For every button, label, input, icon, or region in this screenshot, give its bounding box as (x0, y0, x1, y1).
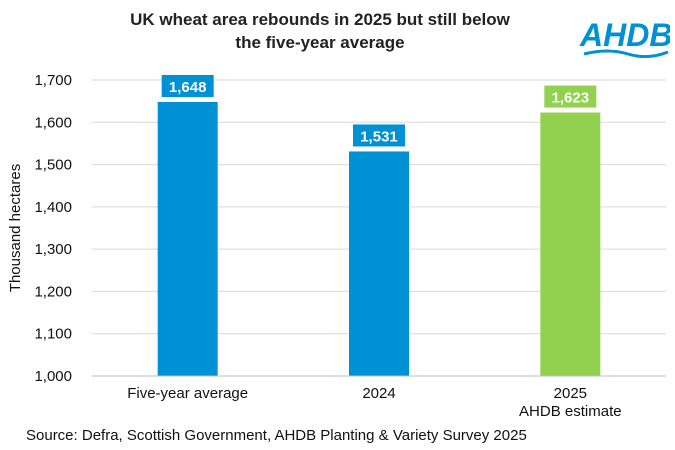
y-tick-label: 1,200 (34, 283, 72, 300)
data-label-text: 1,531 (360, 128, 398, 145)
bar (157, 101, 218, 376)
y-tick-label: 1,700 (34, 72, 72, 89)
y-tick-label: 1,300 (34, 241, 72, 258)
source-note: Source: Defra, Scottish Government, AHDB… (26, 427, 527, 444)
y-tick-label: 1,600 (34, 114, 72, 131)
bars (157, 101, 601, 376)
y-axis-ticks: 1,000 1,100 1,200 1,300 1,400 1,500 1,600 1,700 (34, 72, 72, 385)
chart-title-line-1: UK wheat area rebounds in 2025 but still… (130, 10, 510, 29)
y-tick-label: 1,500 (34, 157, 72, 174)
y-axis-label: Thousand hectares (7, 164, 24, 292)
y-tick-label: 1,100 (34, 326, 72, 343)
data-label-box (353, 124, 405, 147)
data-label: 1,623 (544, 85, 597, 108)
data-label: 1,648 (161, 74, 214, 97)
chart-title: UK wheat area rebounds in 2025 but still… (60, 8, 580, 54)
chart-title-line-2: the five-year average (235, 33, 405, 52)
data-label-text: 1,648 (169, 79, 207, 96)
bar (349, 151, 409, 376)
y-tick-label: 1,000 (34, 368, 72, 385)
y-tick-label: 1,400 (34, 199, 72, 216)
x-tick-label: 2025 (554, 385, 587, 402)
x-tick-label: AHDB estimate (519, 403, 622, 420)
ahdb-logo: AHDB (579, 17, 670, 59)
data-labels: 1,648 1,531 1,623 (161, 74, 597, 147)
data-label-box (161, 74, 214, 97)
data-label-box (544, 85, 597, 108)
data-label: 1,531 (353, 124, 405, 147)
x-tick-label: Five-year average (127, 385, 248, 402)
x-tick-label: 2024 (362, 385, 395, 402)
bar (540, 112, 601, 376)
ahdb-logo-text: AHDB (579, 17, 670, 53)
data-label-text: 1,623 (552, 90, 590, 107)
ahdb-logo-wave (583, 49, 669, 59)
